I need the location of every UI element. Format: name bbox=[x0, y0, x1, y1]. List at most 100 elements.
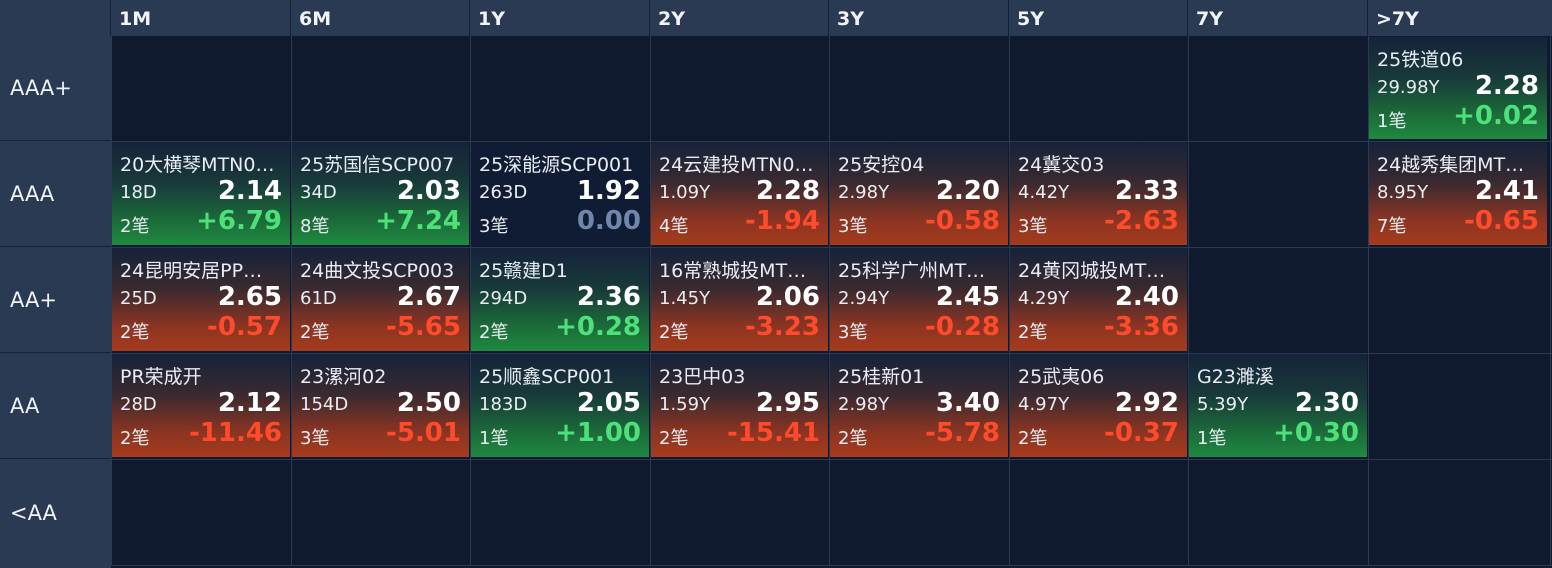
col-header-7y[interactable]: 7Y bbox=[1188, 0, 1368, 36]
row-label-aa-plus: AA+ bbox=[0, 247, 111, 353]
yield-change: +7.24 bbox=[375, 206, 461, 236]
bond-name: 25顺鑫SCP001 bbox=[479, 366, 615, 388]
bond-cell-aa-plus-2y[interactable]: 16常熟城投MT… 1.45Y 2.06 2笔 -3.23 bbox=[651, 248, 828, 351]
col-header-3y[interactable]: 3Y bbox=[829, 0, 1009, 36]
grid-line bbox=[650, 36, 651, 566]
bond-name: 24冀交03 bbox=[1018, 154, 1105, 176]
bond-cell-aaa-1m[interactable]: 20大横琴MTN0… 18D 2.14 2笔 +6.79 bbox=[112, 142, 290, 245]
grid-line bbox=[111, 459, 1552, 460]
grid-line bbox=[111, 565, 1552, 566]
yield-change: -0.57 bbox=[207, 312, 282, 342]
bond-tenor: 263D bbox=[479, 182, 528, 203]
bond-tenor: 183D bbox=[479, 394, 528, 415]
grid-line bbox=[291, 36, 292, 566]
bond-tenor: 61D bbox=[300, 288, 337, 309]
bond-cell-aaa-5y[interactable]: 24冀交03 4.42Y 2.33 3笔 -2.63 bbox=[1010, 142, 1187, 245]
bond-cell-aaa-gt7y[interactable]: 24越秀集团MT… 8.95Y 2.41 7笔 -0.65 bbox=[1369, 142, 1547, 245]
bond-yield: 3.40 bbox=[935, 388, 1000, 418]
bond-cell-aa-plus-3y[interactable]: 25科学广州MT… 2.94Y 2.45 3笔 -0.28 bbox=[830, 248, 1008, 351]
trade-count: 2笔 bbox=[300, 322, 330, 343]
bond-name: 23漯河02 bbox=[300, 366, 387, 388]
trade-count: 3笔 bbox=[479, 216, 509, 237]
trade-count: 7笔 bbox=[1377, 216, 1407, 237]
grid-line bbox=[470, 36, 471, 566]
bond-tenor: 2.94Y bbox=[838, 288, 890, 309]
col-header-6m[interactable]: 6M bbox=[291, 0, 470, 36]
trade-count: 2笔 bbox=[659, 322, 689, 343]
trade-count: 2笔 bbox=[1018, 322, 1048, 343]
bond-cell-aa-1m[interactable]: PR荣成开 28D 2.12 2笔 -11.46 bbox=[112, 354, 290, 457]
yield-change: -1.94 bbox=[745, 206, 820, 236]
grid-line bbox=[1368, 36, 1369, 566]
bond-name: 25深能源SCP001 bbox=[479, 154, 634, 176]
bond-cell-aa-plus-1m[interactable]: 24昆明安居PP… 25D 2.65 2笔 -0.57 bbox=[112, 248, 290, 351]
row-label-aa: AA bbox=[0, 353, 111, 459]
bond-cell-aaa-1y[interactable]: 25深能源SCP001 263D 1.92 3笔 0.00 bbox=[471, 142, 649, 245]
bond-cell-aa-2y[interactable]: 23巴中03 1.59Y 2.95 2笔 -15.41 bbox=[651, 354, 828, 457]
trade-count: 1笔 bbox=[479, 428, 509, 449]
bond-yield: 2.05 bbox=[576, 388, 641, 418]
trade-count: 1笔 bbox=[1377, 111, 1407, 132]
trade-count: 2笔 bbox=[120, 428, 150, 449]
bond-name: 25苏国信SCP007 bbox=[300, 154, 455, 176]
bond-yield: 2.28 bbox=[755, 176, 820, 206]
col-header-1y[interactable]: 1Y bbox=[470, 0, 650, 36]
trade-count: 3笔 bbox=[1018, 216, 1048, 237]
bond-name: 25赣建D1 bbox=[479, 260, 568, 282]
bond-tenor: 28D bbox=[120, 394, 157, 415]
trade-count: 1笔 bbox=[1197, 428, 1227, 449]
col-header-1m[interactable]: 1M bbox=[111, 0, 291, 36]
trade-count: 2笔 bbox=[479, 322, 509, 343]
yield-change: -0.37 bbox=[1104, 418, 1179, 448]
bond-cell-aa-plus-5y[interactable]: 24黄冈城投MT… 4.29Y 2.40 2笔 -3.36 bbox=[1010, 248, 1187, 351]
bond-cell-aa-plus-6m[interactable]: 24曲文投SCP003 61D 2.67 2笔 -5.65 bbox=[292, 248, 469, 351]
bond-tenor: 2.98Y bbox=[838, 394, 890, 415]
bond-name: 25铁道06 bbox=[1377, 49, 1464, 71]
yield-change: +0.30 bbox=[1273, 418, 1359, 448]
bond-tenor: 4.42Y bbox=[1018, 182, 1070, 203]
bond-cell-aaa-6m[interactable]: 25苏国信SCP007 34D 2.03 8笔 +7.24 bbox=[292, 142, 469, 245]
grid-line bbox=[829, 36, 830, 566]
bond-cell-aa-3y[interactable]: 25桂新01 2.98Y 3.40 2笔 -5.78 bbox=[830, 354, 1008, 457]
yield-change: -0.58 bbox=[925, 206, 1000, 236]
bond-tenor: 154D bbox=[300, 394, 349, 415]
bond-cell-aa-plus-1y[interactable]: 25赣建D1 294D 2.36 2笔 +0.28 bbox=[471, 248, 649, 351]
bond-cell-aaa-2y[interactable]: 24云建投MTN0… 1.09Y 2.28 4笔 -1.94 bbox=[651, 142, 828, 245]
bond-name: 24昆明安居PP… bbox=[120, 260, 263, 282]
bond-name: 24越秀集团MT… bbox=[1377, 154, 1525, 176]
col-header-5y[interactable]: 5Y bbox=[1009, 0, 1188, 36]
grid-line bbox=[1009, 36, 1010, 566]
bond-yield: 2.03 bbox=[396, 176, 461, 206]
bond-name: 25武夷06 bbox=[1018, 366, 1105, 388]
bond-yield: 2.14 bbox=[217, 176, 282, 206]
trade-count: 2笔 bbox=[120, 322, 150, 343]
trade-count: 2笔 bbox=[1018, 428, 1048, 449]
bond-tenor: 8.95Y bbox=[1377, 182, 1429, 203]
bond-cell-aa-1y[interactable]: 25顺鑫SCP001 183D 2.05 1笔 +1.00 bbox=[471, 354, 649, 457]
col-header-gt7y[interactable]: >7Y bbox=[1368, 0, 1552, 36]
yield-change: -11.46 bbox=[188, 418, 282, 448]
bond-tenor: 1.09Y bbox=[659, 182, 711, 203]
bond-cell-aa-7y[interactable]: G23濉溪 5.39Y 2.30 1笔 +0.30 bbox=[1189, 354, 1367, 457]
bond-name: 25科学广州MT… bbox=[838, 260, 986, 282]
bond-yield: 2.41 bbox=[1474, 176, 1539, 206]
bond-yield: 2.95 bbox=[755, 388, 820, 418]
yield-change: +1.00 bbox=[555, 418, 641, 448]
bond-tenor: 5.39Y bbox=[1197, 394, 1249, 415]
bond-yield: 1.92 bbox=[576, 176, 641, 206]
bond-yield: 2.20 bbox=[935, 176, 1000, 206]
bond-cell-aa-6m[interactable]: 23漯河02 154D 2.50 3笔 -5.01 bbox=[292, 354, 469, 457]
bond-cell-aa-5y[interactable]: 25武夷06 4.97Y 2.92 2笔 -0.37 bbox=[1010, 354, 1187, 457]
bond-cell-aaa-plus-gt7y[interactable]: 25铁道06 29.98Y 2.28 1笔 +0.02 bbox=[1369, 37, 1547, 139]
bond-yield: 2.36 bbox=[576, 282, 641, 312]
row-label-aaa-plus: AAA+ bbox=[0, 36, 111, 141]
col-header-2y[interactable]: 2Y bbox=[650, 0, 829, 36]
bond-cell-aaa-3y[interactable]: 25安控04 2.98Y 2.20 3笔 -0.58 bbox=[830, 142, 1008, 245]
bond-yield: 2.65 bbox=[217, 282, 282, 312]
trade-count: 2笔 bbox=[659, 428, 689, 449]
yield-change: -0.28 bbox=[925, 312, 1000, 342]
row-label-aaa: AAA bbox=[0, 141, 111, 247]
yield-change: -5.65 bbox=[386, 312, 461, 342]
grid-line bbox=[1550, 36, 1551, 566]
